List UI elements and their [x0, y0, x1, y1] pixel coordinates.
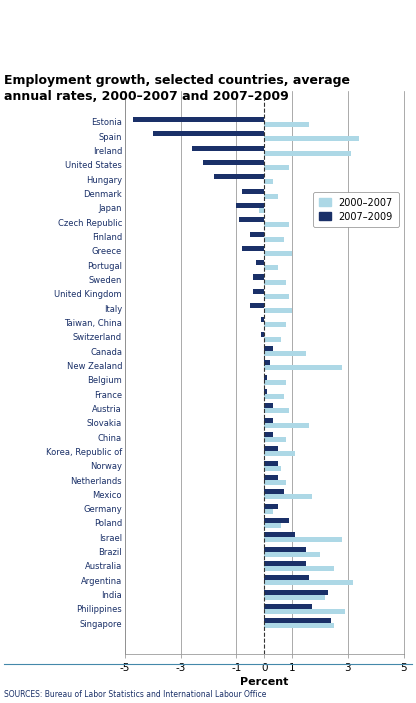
Bar: [264, 150, 351, 155]
Bar: [264, 351, 306, 356]
Bar: [264, 236, 284, 242]
Bar: [264, 408, 289, 413]
Bar: [264, 361, 270, 366]
Bar: [264, 566, 334, 571]
Bar: [264, 179, 272, 184]
Bar: [264, 222, 289, 227]
Bar: [264, 552, 320, 557]
Bar: [264, 193, 278, 198]
Bar: [153, 131, 264, 136]
Bar: [264, 465, 281, 471]
Bar: [192, 146, 264, 150]
Bar: [264, 480, 287, 485]
Bar: [133, 117, 264, 122]
Bar: [239, 217, 264, 222]
Bar: [264, 580, 353, 586]
Bar: [253, 274, 264, 280]
Bar: [264, 451, 295, 456]
Bar: [264, 122, 309, 127]
Bar: [264, 518, 289, 523]
Bar: [264, 337, 281, 342]
Bar: [264, 460, 278, 465]
Bar: [264, 561, 306, 566]
Bar: [264, 537, 342, 542]
Bar: [242, 188, 264, 193]
Bar: [264, 346, 272, 351]
Bar: [264, 532, 295, 537]
Bar: [264, 489, 284, 494]
Bar: [264, 418, 272, 423]
Bar: [264, 323, 287, 328]
Text: Employment growth, selected countries, average
annual rates, 2000–2007 and 2007–: Employment growth, selected countries, a…: [4, 74, 350, 103]
Bar: [203, 160, 264, 165]
Bar: [264, 389, 267, 394]
Bar: [264, 251, 292, 256]
Bar: [264, 624, 334, 628]
Bar: [264, 503, 278, 509]
Bar: [264, 265, 278, 270]
Bar: [264, 294, 289, 299]
X-axis label: Percent: Percent: [240, 677, 288, 687]
Bar: [264, 575, 309, 580]
Bar: [261, 318, 264, 323]
Bar: [242, 246, 264, 251]
Bar: [250, 303, 264, 308]
Bar: [264, 394, 284, 399]
Bar: [264, 446, 278, 451]
Bar: [264, 308, 292, 313]
Text: SOURCES: Bureau of Labor Statistics and International Labour Office: SOURCES: Bureau of Labor Statistics and …: [4, 690, 267, 699]
Bar: [264, 423, 309, 427]
Bar: [264, 280, 287, 285]
Bar: [256, 260, 264, 265]
Bar: [264, 547, 306, 552]
Bar: [264, 437, 287, 442]
Bar: [264, 165, 289, 170]
Bar: [264, 604, 312, 609]
Bar: [264, 523, 281, 528]
Bar: [264, 618, 331, 624]
Bar: [264, 404, 272, 408]
Bar: [264, 136, 359, 141]
Bar: [261, 332, 264, 337]
Bar: [264, 432, 272, 437]
Bar: [214, 174, 264, 179]
Bar: [236, 203, 264, 208]
Bar: [250, 231, 264, 236]
Bar: [264, 494, 312, 499]
Bar: [264, 509, 272, 514]
Bar: [264, 475, 278, 480]
Legend: 2000–2007, 2007–2009: 2000–2007, 2007–2009: [313, 192, 399, 227]
Bar: [253, 289, 264, 294]
Bar: [264, 590, 328, 595]
Bar: [264, 609, 345, 614]
Bar: [264, 375, 267, 380]
Bar: [264, 380, 287, 385]
Bar: [264, 366, 342, 370]
Bar: [264, 595, 325, 600]
Bar: [259, 208, 264, 213]
